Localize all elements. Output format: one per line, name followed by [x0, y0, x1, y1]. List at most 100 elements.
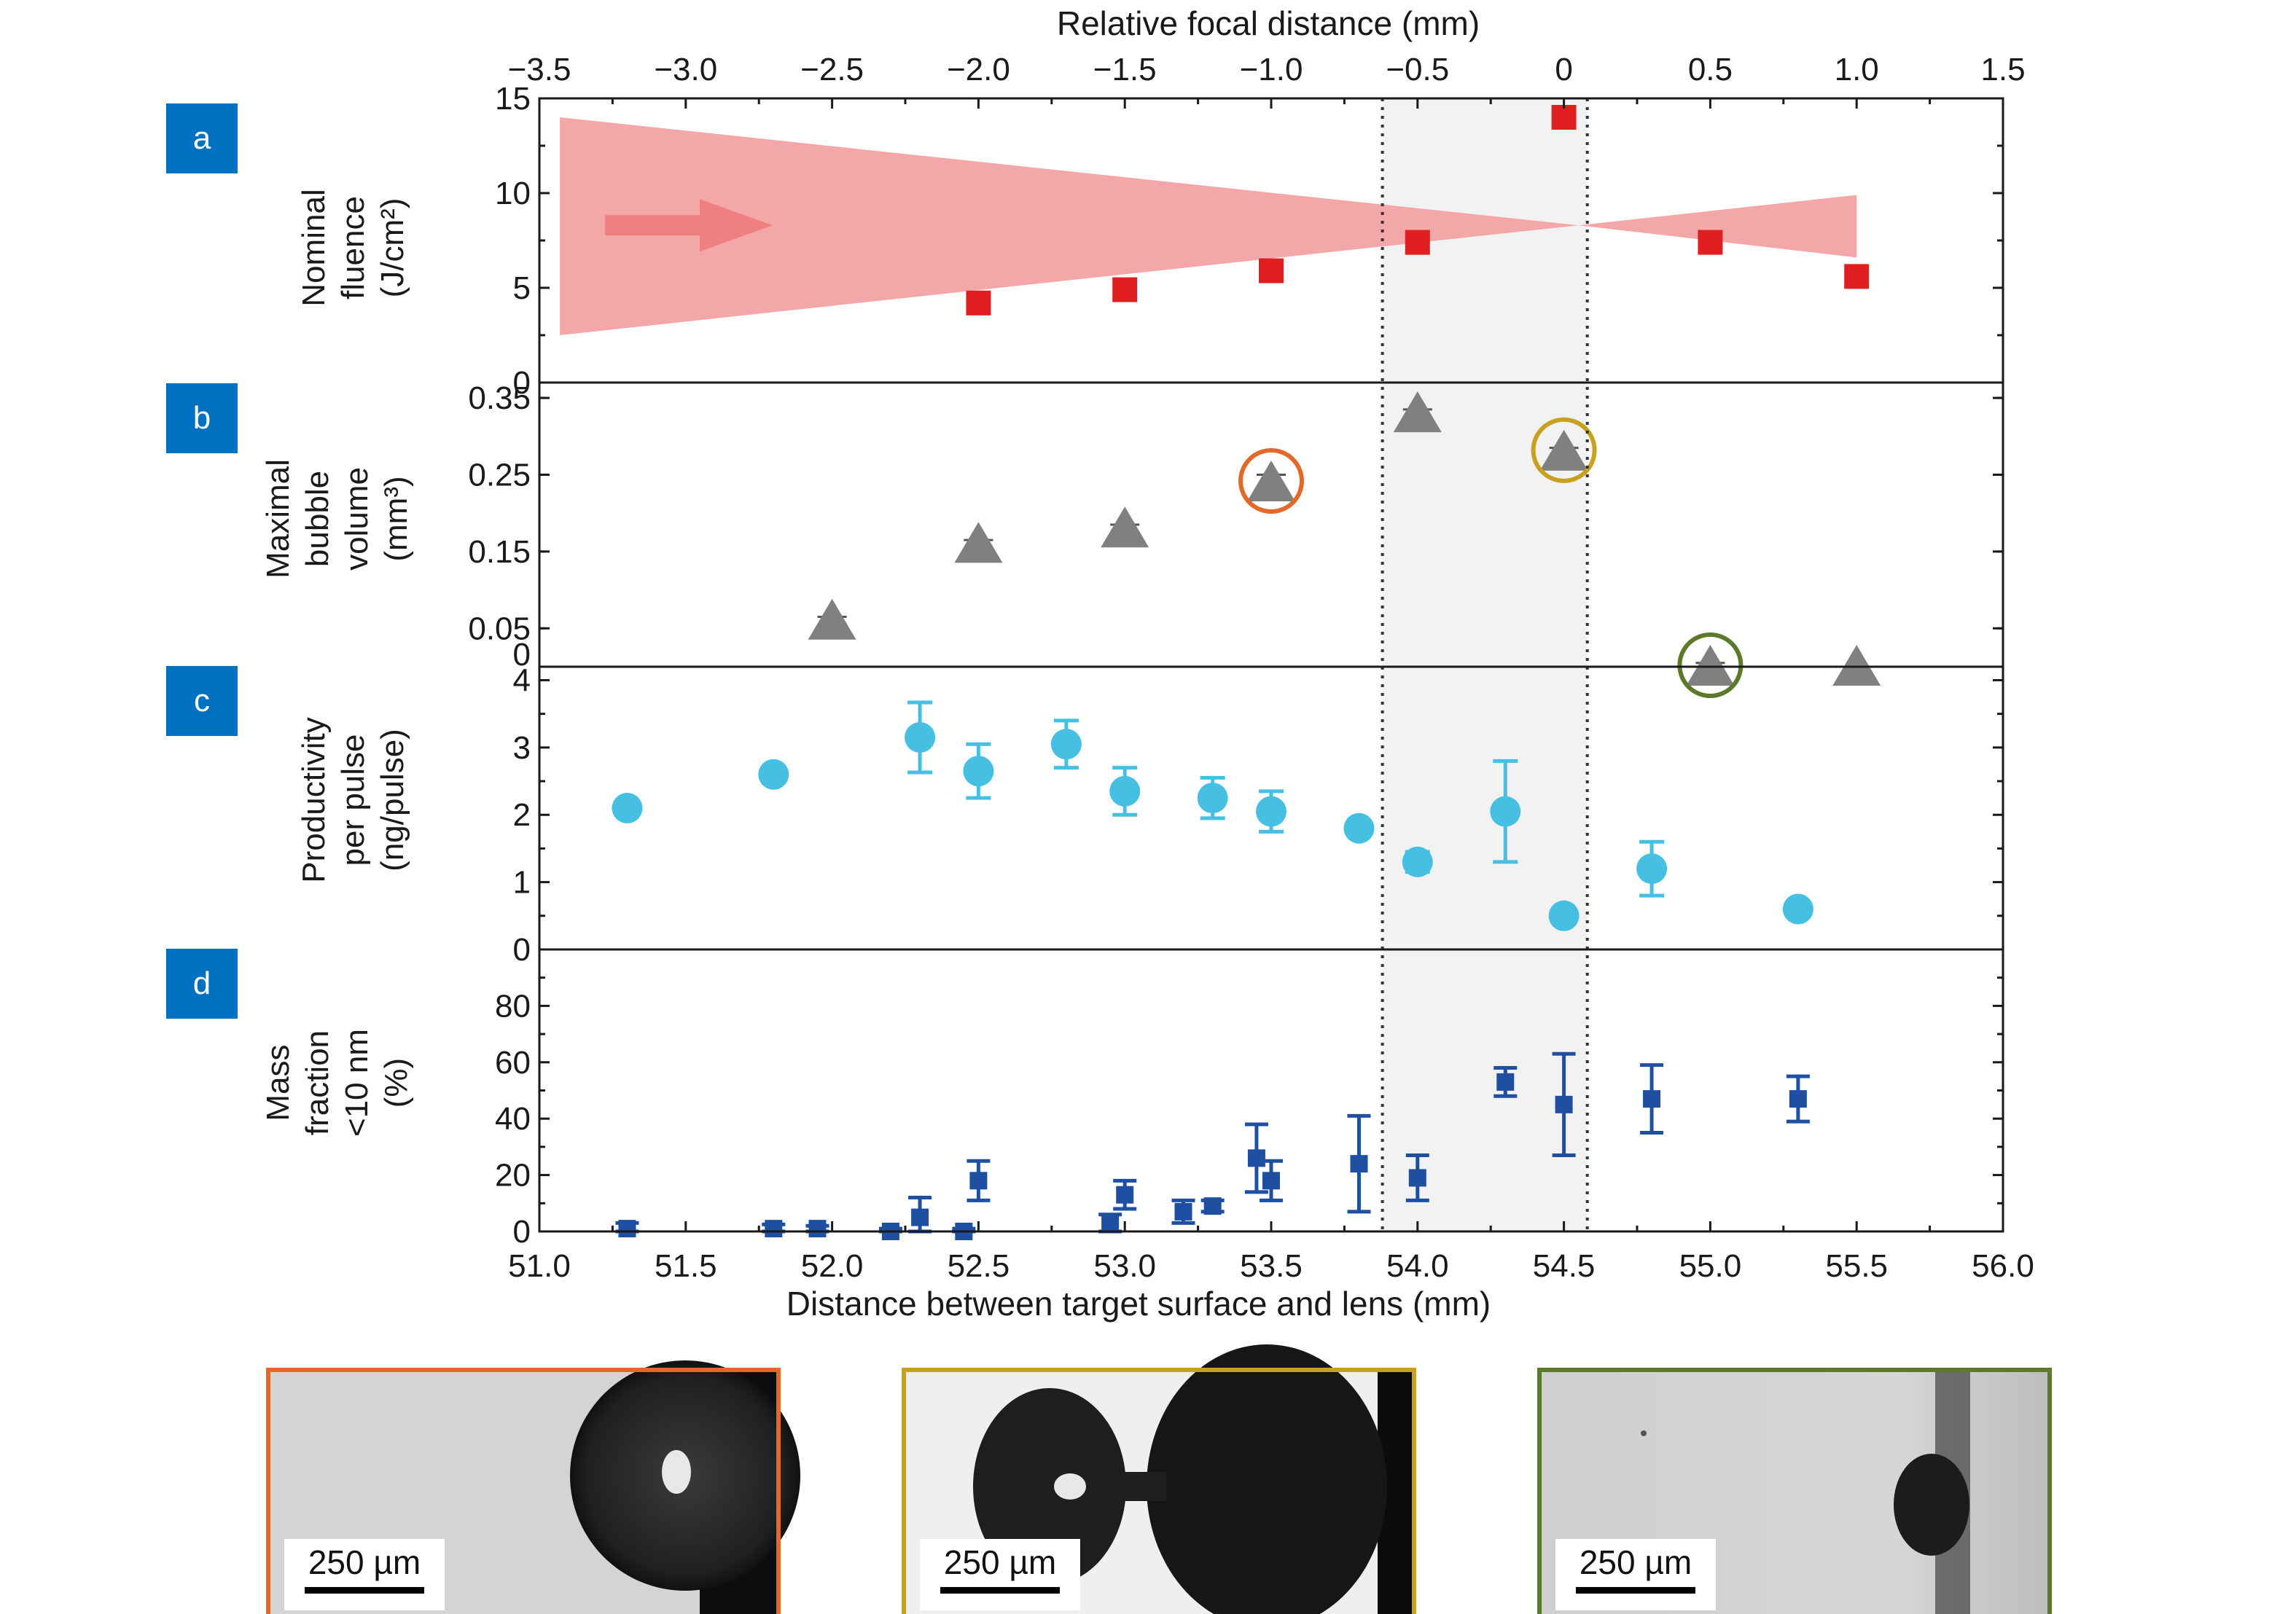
- y-tick-label: 20: [495, 1158, 531, 1194]
- mass-fraction-point: [1116, 1186, 1134, 1204]
- svg-text:per pulse: per pulse: [335, 734, 371, 866]
- bubble-volume-point: [1686, 645, 1735, 686]
- panel-badge-b: b: [166, 383, 238, 453]
- bubble-volume-point: [1393, 391, 1442, 433]
- bubble-image-1: 250 µm: [266, 1360, 800, 1614]
- mass-fraction-point: [1262, 1172, 1280, 1190]
- productivity-point: [1782, 893, 1813, 925]
- productivity-point: [1343, 812, 1375, 844]
- y-tick-label: 0.25: [468, 457, 531, 493]
- top-tick-label: −3.0: [654, 52, 717, 87]
- ylabel-b: Maximal bubble volume (mm³): [260, 459, 414, 579]
- y-tick-label: 4: [513, 662, 531, 698]
- bottom-tick-label: 51.5: [655, 1248, 717, 1284]
- svg-text:(mm³): (mm³): [378, 476, 414, 561]
- y-tick-label: 0: [513, 365, 531, 401]
- svg-text:(%): (%): [378, 1058, 414, 1108]
- bubble-volume-point: [1539, 429, 1588, 471]
- bottom-tick-label: 53.0: [1093, 1248, 1156, 1284]
- panel-a-marks: [966, 105, 1870, 316]
- productivity-point: [1050, 729, 1082, 760]
- bubble-volume-point: [1832, 645, 1881, 686]
- mass-fraction-point: [1203, 1197, 1222, 1215]
- productivity-point: [1490, 796, 1521, 827]
- bubble-volume-point: [954, 522, 1003, 563]
- svg-text:(ng/pulse): (ng/pulse): [375, 729, 410, 871]
- axes: −3.5 −3.0 −2.5 −2.0 −1.5 −1.0 −0.5 0 0.5 1.0 1.551…: [468, 52, 2034, 1284]
- highlight-circle-green: [1677, 632, 1744, 698]
- productivity-point: [1402, 846, 1433, 877]
- mass-fraction-point: [969, 1172, 988, 1190]
- panel-d-marks: [615, 1051, 1810, 1240]
- svg-text:c: c: [194, 683, 210, 718]
- y-tick-label: 5: [513, 270, 531, 306]
- svg-text:Productivity: Productivity: [296, 717, 332, 882]
- productivity-point: [612, 793, 643, 823]
- ylabel-a: Nominal fluence (J/cm²): [296, 189, 410, 306]
- svg-text:a: a: [193, 120, 211, 156]
- y-tick-label: 0.35: [468, 380, 531, 416]
- bottom-axis-title: Distance between target surface and lens…: [786, 1285, 1491, 1323]
- svg-text:bubble: bubble: [300, 471, 335, 567]
- svg-text:d: d: [193, 965, 211, 1001]
- productivity-point: [758, 759, 789, 790]
- mass-fraction-point: [1247, 1149, 1265, 1167]
- bubble-volume-point: [1101, 506, 1149, 548]
- y-tick-label: 0: [513, 1214, 531, 1250]
- svg-text:(J/cm²): (J/cm²): [375, 198, 410, 298]
- mass-fraction-point: [911, 1208, 929, 1226]
- ylabel-c: Productivity per pulse (ng/pulse): [296, 717, 410, 882]
- y-tick-label: 15: [495, 81, 531, 117]
- focus-band: [1382, 98, 1588, 1231]
- top-axis-title: Relative focal distance (mm): [1057, 4, 1480, 42]
- productivity-point: [1109, 775, 1141, 807]
- svg-text:<10 nm: <10 nm: [339, 1029, 375, 1137]
- bottom-tick-label: 54.5: [1533, 1248, 1596, 1284]
- top-tick-label: −2.0: [947, 52, 1010, 87]
- highlight-circle-gold: [1531, 417, 1597, 483]
- top-tick-label: −1.0: [1240, 52, 1303, 87]
- scale-bar-label-1: 250 µm: [308, 1543, 421, 1581]
- mass-fraction-point: [1174, 1202, 1192, 1221]
- panel-c-marks: [612, 700, 1813, 931]
- bubble-image-2: 250 µm: [902, 1344, 1416, 1614]
- ylabel-d: Mass fraction <10 nm (%): [260, 1029, 414, 1137]
- fluence-point: [1698, 230, 1723, 255]
- mass-fraction-point: [1496, 1073, 1515, 1091]
- fluence-point: [1112, 277, 1138, 302]
- mass-fraction-point: [1643, 1090, 1661, 1108]
- y-tick-label: 1: [513, 865, 531, 901]
- fluence-point: [1405, 230, 1430, 255]
- mass-fraction-point: [1350, 1155, 1368, 1173]
- y-tick-label: 0.15: [468, 534, 531, 570]
- mass-fraction-point: [808, 1220, 827, 1238]
- svg-text:Mass: Mass: [260, 1044, 296, 1121]
- top-tick-label: −2.5: [800, 52, 864, 87]
- y-tick-label: 0: [513, 932, 531, 968]
- bubble-volume-point: [808, 598, 856, 640]
- svg-text:fluence: fluence: [335, 196, 371, 299]
- beam-arrow: [605, 199, 773, 252]
- y-tick-label: 2: [513, 797, 531, 833]
- top-tick-label: −1.5: [1093, 52, 1157, 87]
- panel-badge-c: c: [166, 666, 238, 736]
- top-tick-label: 0: [1555, 52, 1572, 87]
- productivity-point: [1548, 900, 1580, 931]
- top-tick-label: 1.5: [1980, 52, 2025, 87]
- mass-fraction-point: [1101, 1214, 1120, 1232]
- bottom-tick-label: 55.5: [1825, 1248, 1888, 1284]
- panel-badge-a: a: [166, 103, 238, 173]
- beam-arrow-shaft: [605, 215, 707, 236]
- y-tick-label: 10: [495, 176, 531, 211]
- panel-badge-d: d: [166, 949, 238, 1019]
- productivity-point: [905, 722, 936, 753]
- svg-text:fraction: fraction: [300, 1030, 335, 1135]
- fluence-point: [966, 290, 991, 316]
- bottom-tick-label: 51.0: [508, 1248, 571, 1284]
- top-tick-label: 0.5: [1688, 52, 1733, 87]
- beam-cone: [560, 117, 1857, 335]
- bubble-volume-point: [1247, 461, 1295, 502]
- fluence-point: [1844, 264, 1870, 289]
- fluence-point: [1551, 105, 1577, 130]
